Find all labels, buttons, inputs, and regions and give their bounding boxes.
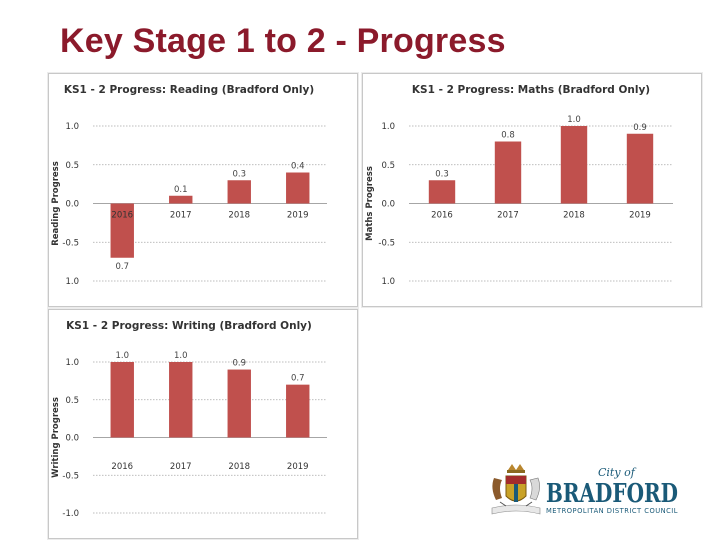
bar-2017: [169, 362, 193, 438]
data-label: 1.0: [567, 115, 581, 125]
data-label: 0.4: [291, 162, 305, 172]
bar-2016: [428, 180, 456, 204]
y-tick-label: -0.5: [62, 238, 79, 248]
x-category-label: 2016: [111, 211, 133, 221]
coat-of-arms-icon: [491, 464, 541, 515]
x-category-label: 2018: [563, 211, 585, 221]
bar-2017: [494, 141, 522, 204]
y-tick-label: 1.0: [65, 358, 79, 368]
bar-2017: [169, 195, 193, 204]
chart-title: KS1 - 2 Progress: Writing (Bradford Only…: [66, 320, 312, 332]
y-tick-label: 0.5: [65, 161, 79, 171]
x-category-label: 2017: [497, 211, 519, 221]
y-tick-label: 1.0: [381, 277, 395, 287]
slide-title: Key Stage 1 to 2 - Progress: [60, 22, 506, 60]
y-tick-label: 0.0: [65, 200, 79, 210]
y-tick-label: 0.5: [381, 161, 395, 171]
y-axis-title: Reading Progress: [51, 161, 61, 246]
y-tick-label: 1.0: [381, 122, 395, 132]
x-category-label: 2017: [170, 211, 192, 221]
bar-2016: [110, 362, 134, 438]
data-label: 1.0: [174, 351, 188, 361]
data-label: 1.0: [115, 351, 129, 361]
y-axis-title: Maths Progress: [365, 166, 375, 241]
y-tick-label: -1.0: [62, 509, 79, 519]
chart-title: KS1 - 2 Progress: Maths (Bradford Only): [412, 84, 650, 96]
y-tick-label: 1.0: [65, 122, 79, 132]
x-category-label: 2016: [111, 462, 133, 472]
x-category-label: 2018: [228, 211, 250, 221]
y-axis-title: Writing Progress: [51, 397, 61, 478]
x-category-label: 2019: [629, 211, 651, 221]
data-label: 0.1: [174, 185, 188, 195]
bar-2016: [110, 203, 134, 258]
logo-name: BRADFORD: [546, 479, 678, 509]
logo-city-of: City of: [598, 466, 637, 479]
writing-progress-chart: KS1 - 2 Progress: Writing (Bradford Only…: [51, 320, 327, 519]
x-category-label: 2019: [287, 462, 309, 472]
x-category-label: 2018: [228, 462, 250, 472]
maths-chart-panel: KS1 - 2 Progress: Maths (Bradford Only) M…: [362, 73, 702, 307]
y-tick-label: 0.0: [65, 434, 79, 444]
y-tick-label: -0.5: [378, 238, 395, 248]
data-label: 0.8: [501, 131, 515, 141]
x-category-label: 2016: [431, 211, 453, 221]
bar-2019: [286, 172, 310, 204]
reading-progress-chart: KS1 - 2 Progress: Reading (Bradford Only…: [51, 84, 327, 287]
writing-chart-panel: KS1 - 2 Progress: Writing (Bradford Only…: [48, 309, 358, 539]
bar-2018: [227, 369, 251, 438]
y-tick-label: 0.0: [381, 200, 395, 210]
chart-title: KS1 - 2 Progress: Reading (Bradford Only…: [64, 84, 314, 96]
data-label: 0.9: [633, 123, 647, 133]
data-label: 0.7: [291, 374, 305, 384]
logo-subtitle: METROPOLITAN DISTRICT COUNCIL: [546, 507, 678, 515]
x-category-label: 2019: [287, 211, 309, 221]
data-label: 0.7: [115, 262, 129, 272]
y-tick-label: 1.0: [65, 277, 79, 287]
bar-2018: [227, 180, 251, 204]
bar-2019: [626, 133, 654, 204]
data-label: 0.3: [435, 169, 449, 179]
reading-chart-panel: KS1 - 2 Progress: Reading (Bradford Only…: [48, 73, 358, 307]
bar-2018: [560, 126, 588, 204]
y-tick-label: 0.5: [65, 396, 79, 406]
data-label: 0.3: [232, 169, 246, 179]
x-category-label: 2017: [170, 462, 192, 472]
y-tick-label: -0.5: [62, 471, 79, 481]
bar-2019: [286, 384, 310, 438]
bradford-council-logo: City of BRADFORD METROPOLITAN DISTRICT C…: [491, 464, 678, 515]
maths-progress-chart: KS1 - 2 Progress: Maths (Bradford Only) M…: [365, 84, 673, 287]
data-label: 0.9: [232, 359, 246, 369]
